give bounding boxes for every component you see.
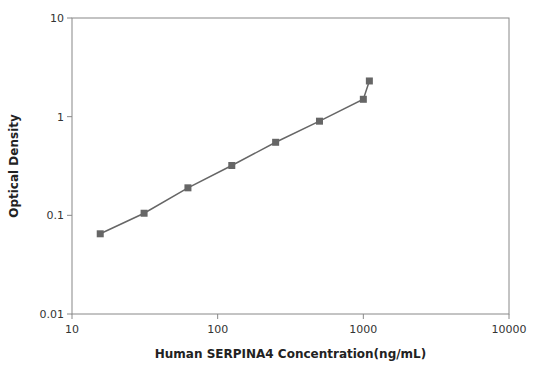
data-point: [141, 210, 148, 217]
x-tick: [72, 314, 73, 319]
y-axis-label: Optical Density: [7, 114, 21, 218]
data-point: [228, 162, 235, 169]
data-line: [100, 81, 369, 234]
y-tick: [67, 116, 72, 117]
y-tick-label: 1: [57, 111, 64, 124]
y-tick-label: 10: [50, 12, 64, 25]
data-point: [184, 184, 191, 191]
x-tick: [509, 314, 510, 319]
chart: 10 100 1000 10000 0.01 0.1 1 10 Human SERPINA4 C…: [0, 0, 533, 372]
x-tick-label: 10000: [492, 323, 527, 336]
plot-frame: [72, 18, 509, 314]
y-tick-label: 0.1: [47, 209, 65, 222]
x-axis-label: Human SERPINA4 Concentration(ng/mL): [155, 347, 427, 361]
data-point: [316, 118, 323, 125]
x-tick-label: 10: [65, 323, 79, 336]
y-tick: [67, 314, 72, 315]
x-tick: [363, 314, 364, 319]
data-point: [360, 96, 367, 103]
data-point: [97, 230, 104, 237]
y-tick: [67, 18, 72, 19]
y-tick-label: 0.01: [40, 308, 65, 321]
x-tick-label: 1000: [349, 323, 377, 336]
y-tick: [67, 215, 72, 216]
data-point: [272, 139, 279, 146]
x-tick-label: 100: [207, 323, 228, 336]
data-point: [366, 77, 373, 84]
x-tick: [217, 314, 218, 319]
plot-area: [97, 77, 373, 237]
